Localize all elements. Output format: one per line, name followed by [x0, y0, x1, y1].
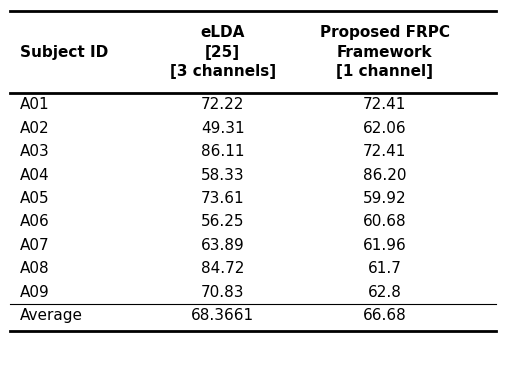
Text: 56.25: 56.25: [200, 214, 244, 230]
Text: 60.68: 60.68: [362, 214, 406, 230]
Text: 59.92: 59.92: [362, 191, 406, 206]
Text: A02: A02: [20, 121, 50, 136]
Text: 72.41: 72.41: [362, 144, 406, 159]
Text: A09: A09: [20, 285, 50, 300]
Text: A01: A01: [20, 97, 50, 112]
Text: 62.8: 62.8: [367, 285, 400, 300]
Text: 72.22: 72.22: [200, 97, 244, 112]
Text: 68.3661: 68.3661: [191, 308, 254, 323]
Text: 86.11: 86.11: [200, 144, 244, 159]
Text: 62.06: 62.06: [362, 121, 406, 136]
Text: 66.68: 66.68: [362, 308, 406, 323]
Text: 61.7: 61.7: [367, 261, 400, 276]
Text: eLDA
[25]
[3 channels]: eLDA [25] [3 channels]: [169, 25, 275, 79]
Text: A04: A04: [20, 167, 50, 183]
Text: 72.41: 72.41: [362, 97, 406, 112]
Text: 63.89: 63.89: [200, 238, 244, 253]
Text: A07: A07: [20, 238, 50, 253]
Text: 58.33: 58.33: [200, 167, 244, 183]
Text: 73.61: 73.61: [200, 191, 244, 206]
Text: A05: A05: [20, 191, 50, 206]
Text: 49.31: 49.31: [200, 121, 244, 136]
Text: Average: Average: [20, 308, 83, 323]
Text: 84.72: 84.72: [200, 261, 244, 276]
Text: 70.83: 70.83: [200, 285, 244, 300]
Text: 86.20: 86.20: [362, 167, 406, 183]
Text: A08: A08: [20, 261, 50, 276]
Text: Proposed FRPC
Framework
[1 channel]: Proposed FRPC Framework [1 channel]: [319, 25, 448, 79]
Text: A06: A06: [20, 214, 50, 230]
Text: 61.96: 61.96: [362, 238, 406, 253]
Text: A03: A03: [20, 144, 50, 159]
Text: Subject ID: Subject ID: [20, 45, 108, 60]
